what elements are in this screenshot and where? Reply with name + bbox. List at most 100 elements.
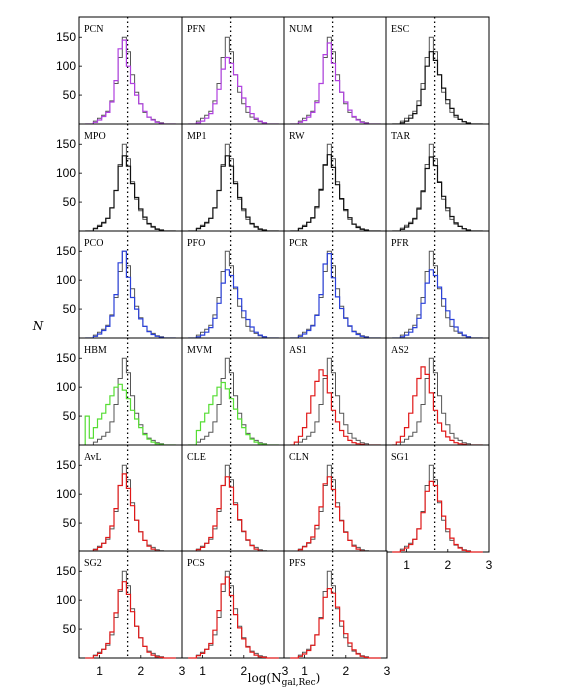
x-tick-label: 2 — [137, 664, 144, 678]
panel-label: AS1 — [289, 345, 307, 356]
model-histogram — [188, 576, 279, 659]
panel-sg2: SG2 50 100 150 1 2 3 — [56, 550, 186, 678]
panel-num: NUM — [283, 16, 388, 125]
reference-histogram — [188, 357, 279, 446]
y-axis-label: N — [32, 319, 44, 333]
y-tick-label: 100 — [56, 593, 76, 607]
model-histogram — [290, 154, 381, 232]
y-tick-label: 50 — [63, 195, 77, 209]
panel-esc: ESC — [385, 16, 490, 125]
x-tick-label: 2 — [240, 664, 247, 678]
y-tick-label: 150 — [56, 351, 76, 365]
panel-hbm: HBM 50 100 150 — [56, 337, 183, 446]
model-histogram — [188, 56, 279, 125]
model-histogram — [85, 250, 176, 339]
model-histogram — [290, 369, 381, 446]
panel-rw: RW — [283, 123, 388, 232]
y-tick-label: 150 — [56, 244, 76, 258]
x-tick-label: 2 — [342, 664, 349, 678]
x-tick-label: 1 — [199, 664, 206, 678]
x-tick-label: 3 — [384, 664, 391, 678]
y-tick-label: 150 — [56, 137, 76, 151]
reference-histogram — [85, 357, 176, 446]
model-histogram — [392, 366, 483, 446]
panel-label: PCN — [84, 24, 103, 35]
y-tick-label: 100 — [56, 487, 76, 501]
x-tick-label: 1 — [96, 664, 103, 678]
panel-label: PCS — [187, 558, 205, 569]
panel-mpo: MPO 50 100 150 — [56, 123, 183, 232]
panel-pfr: PFR — [385, 230, 490, 339]
model-histogram — [188, 269, 279, 339]
panel-label: AvL — [84, 452, 102, 463]
panel-pcs: PCS 1 2 3 — [181, 550, 289, 678]
panel-label: PCO — [84, 238, 103, 249]
y-tick-label: 150 — [56, 30, 76, 44]
panel-pfo: PFO — [181, 230, 286, 339]
panel-label: HBM — [84, 345, 107, 356]
panel-pfs: PFS 1 2 3 — [283, 550, 391, 678]
panel-label: AS2 — [391, 345, 409, 356]
panel-cln: CLN — [283, 444, 388, 553]
model-histogram — [84, 383, 176, 446]
model-histogram — [290, 42, 381, 125]
x-tick-label: 1 — [403, 558, 410, 572]
model-histogram — [392, 51, 483, 125]
model-histogram — [85, 581, 176, 659]
y-tick-label: 100 — [56, 380, 76, 394]
y-tick-label: 50 — [63, 516, 77, 530]
x-tick-label: 3 — [179, 664, 186, 678]
y-tick-label: 100 — [56, 166, 76, 180]
model-histogram — [290, 253, 381, 339]
panel-avl: AvL 50 100 150 — [56, 444, 183, 553]
x-tick-label: 3 — [486, 558, 493, 572]
model-histogram — [392, 269, 483, 339]
panel-mvm: MVM — [181, 337, 286, 446]
y-tick-label: 100 — [56, 273, 76, 287]
model-histogram — [290, 588, 381, 659]
panel-label: ESC — [391, 24, 410, 35]
panel-label: SG1 — [391, 452, 409, 463]
model-histogram — [85, 39, 176, 125]
model-histogram — [188, 155, 279, 232]
model-histogram — [188, 381, 279, 446]
reference-histogram — [290, 357, 381, 446]
x-axis-label-main: log(N — [248, 671, 282, 685]
panel-cle: CLE — [181, 444, 286, 553]
y-tick-label: 50 — [63, 622, 77, 636]
x-axis-label-sub: gal,Rec — [282, 678, 316, 688]
panel-pcn: PCN 50 100 150 — [56, 16, 183, 125]
y-tick-label: 50 — [63, 88, 77, 102]
y-tick-label: 150 — [56, 458, 76, 472]
panel-as1: AS1 — [283, 337, 388, 446]
panel-label: PFO — [187, 238, 205, 249]
x-axis-label: log(Ngal,Rec) — [248, 671, 321, 688]
panel-label: MP1 — [187, 131, 206, 142]
panel-label: RW — [289, 131, 305, 142]
x-tick-label: 3 — [282, 664, 289, 678]
panel-label: MVM — [187, 345, 212, 356]
y-tick-label: 50 — [63, 302, 77, 316]
panel-label: TAR — [391, 131, 411, 142]
panel-tar: TAR — [385, 123, 490, 232]
panel-label: MPO — [84, 131, 106, 142]
x-tick-label: 1 — [301, 664, 308, 678]
panel-label: CLN — [289, 452, 309, 463]
model-histogram — [392, 480, 483, 553]
y-tick-label: 50 — [63, 409, 77, 423]
model-histogram — [85, 155, 176, 232]
panel-mp1: MP1 — [181, 123, 286, 232]
panel-pcr: PCR — [283, 230, 388, 339]
x-tick-label: 2 — [444, 558, 451, 572]
panel-as2: AS2 — [385, 337, 490, 446]
panel-label: NUM — [289, 24, 312, 35]
x-axis-label-close: ) — [316, 671, 321, 685]
panel-label: PFR — [391, 238, 409, 249]
panel-pfn: PFN — [181, 16, 286, 125]
y-tick-label: 100 — [56, 59, 76, 73]
reference-histogram — [392, 357, 483, 446]
panel-label: CLE — [187, 452, 206, 463]
panel-label: PCR — [289, 238, 308, 249]
